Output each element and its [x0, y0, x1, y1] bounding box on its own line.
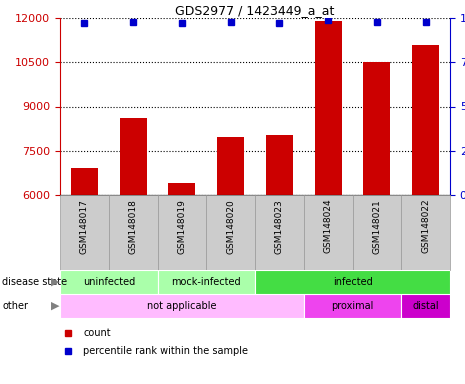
Bar — [168, 183, 195, 195]
Text: GSM148020: GSM148020 — [226, 199, 235, 253]
Text: mock-infected: mock-infected — [172, 277, 241, 287]
Text: other: other — [2, 301, 28, 311]
Text: GSM148018: GSM148018 — [129, 199, 138, 253]
Text: infected: infected — [332, 277, 372, 287]
Bar — [304, 195, 352, 270]
Bar — [60, 294, 304, 318]
Text: uninfected: uninfected — [83, 277, 135, 287]
Bar — [217, 137, 244, 195]
Text: GSM148023: GSM148023 — [275, 199, 284, 253]
Bar — [206, 195, 255, 270]
Bar — [315, 21, 341, 195]
Bar — [120, 118, 146, 195]
Text: disease state: disease state — [2, 277, 67, 287]
Text: GSM148017: GSM148017 — [80, 199, 89, 253]
Text: ▶: ▶ — [51, 277, 59, 287]
Bar — [304, 294, 401, 318]
Text: count: count — [83, 328, 111, 338]
Bar — [412, 45, 439, 195]
Text: ▶: ▶ — [51, 301, 59, 311]
Text: GSM148024: GSM148024 — [324, 199, 332, 253]
Text: not applicable: not applicable — [147, 301, 217, 311]
Bar — [364, 62, 390, 195]
Bar — [266, 134, 293, 195]
Bar — [158, 195, 206, 270]
Bar — [60, 270, 158, 294]
Text: GSM148022: GSM148022 — [421, 199, 430, 253]
Text: percentile rank within the sample: percentile rank within the sample — [83, 346, 248, 356]
Bar — [60, 195, 109, 270]
Bar — [158, 270, 255, 294]
Bar — [255, 270, 450, 294]
Bar — [109, 195, 158, 270]
Bar — [401, 294, 450, 318]
Bar — [401, 195, 450, 270]
Text: distal: distal — [412, 301, 439, 311]
Bar — [71, 169, 98, 195]
Bar — [255, 195, 304, 270]
Text: GSM148019: GSM148019 — [177, 199, 186, 253]
Bar — [352, 195, 401, 270]
Text: proximal: proximal — [331, 301, 374, 311]
Title: GDS2977 / 1423449_a_at: GDS2977 / 1423449_a_at — [175, 4, 335, 17]
Text: GSM148021: GSM148021 — [372, 199, 381, 253]
